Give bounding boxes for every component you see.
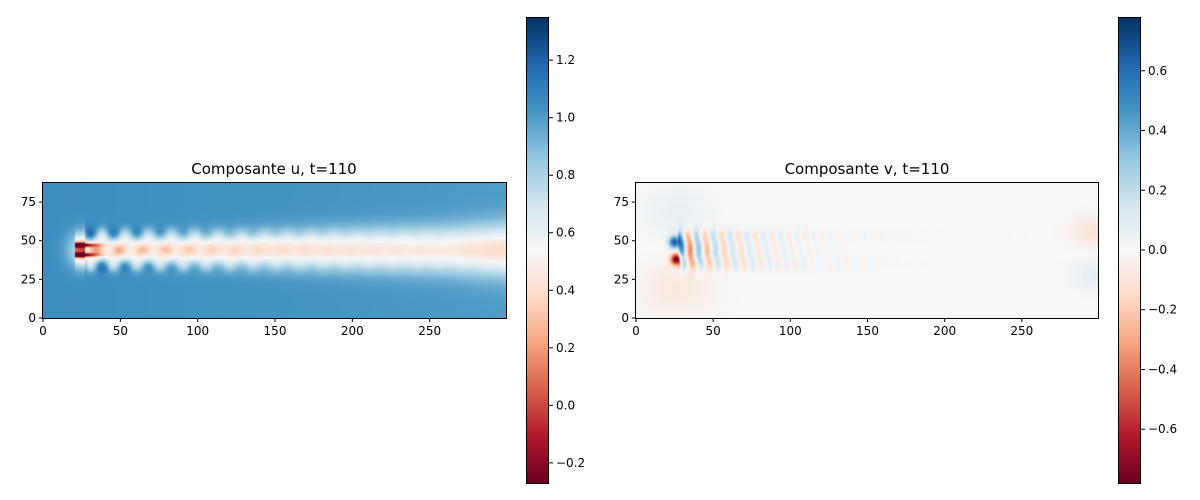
x-tick-label: 250 [418,324,441,338]
colorbar-tick-label: 0.6 [1148,64,1167,78]
x-tick-label: 150 [264,324,287,338]
y-tick-label: 50 [21,234,36,248]
y-axis-ticks-u: 0 25 50 75 [21,195,43,325]
y-tick-label: 25 [21,272,36,286]
colorbar-tick-label: 0.6 [556,226,575,240]
colorbar-tick-label: 0.2 [1148,183,1167,197]
x-tick-label: 100 [186,324,209,338]
x-tick-label: 0 [632,324,640,338]
x-tick-label: 200 [933,324,956,338]
heatmap-u [43,182,507,318]
y-tick-label: 25 [614,272,629,286]
y-tick-label: 0 [28,311,36,325]
colorbar-tick-label: 0.8 [556,168,575,182]
colorbar-tick-label: −0.2 [1148,303,1177,317]
x-axis-ticks-v: 0 50 100 150 200 250 [632,318,1033,338]
colorbar-v: −0.6 −0.4 −0.2 0.0 0.2 0.4 0.6 [1118,17,1177,484]
colorbar-v-frame [1118,17,1141,484]
colorbar-tick-label: −0.2 [556,456,585,470]
y-tick-label: 75 [21,195,36,209]
y-axis-ticks-v: 0 25 50 75 [614,195,636,325]
panel-v: Composante v, t=110 0 50 100 150 200 250 0 25 5… [614,160,1099,338]
x-tick-label: 250 [1010,324,1033,338]
x-tick-label: 0 [39,324,47,338]
colorbar-tick-label: 0.4 [556,283,575,297]
colorbar-tick-label: 1.2 [556,53,575,67]
chart-title-v: Composante v, t=110 [785,160,950,178]
colorbar-tick-label: 0.0 [1148,243,1167,257]
x-tick-label: 50 [113,324,128,338]
x-tick-label: 150 [856,324,879,338]
x-tick-label: 50 [706,324,721,338]
x-tick-label: 200 [341,324,364,338]
colorbar-tick-label: −0.6 [1148,422,1177,436]
y-tick-label: 75 [614,195,629,209]
panel-u: Composante u, t=110 0 50 100 150 200 250 0 25 5… [21,160,507,338]
y-tick-label: 0 [621,311,629,325]
y-tick-label: 50 [614,234,629,248]
colorbar-u-frame [526,17,549,484]
colorbar-u-gradient [527,17,549,483]
colorbar-tick-label: 0.2 [556,341,575,355]
colorbar-v-ticks: −0.6 −0.4 −0.2 0.0 0.2 0.4 0.6 [1141,64,1177,436]
colorbar-tick-label: 0.0 [556,398,575,412]
colorbar-tick-label: 1.0 [556,111,575,125]
colorbar-v-gradient [1119,17,1141,483]
heatmap-v [636,182,1099,318]
x-axis-ticks-u: 0 50 100 150 200 250 [39,318,441,338]
x-tick-label: 100 [779,324,802,338]
colorbar-tick-label: −0.4 [1148,362,1177,376]
colorbar-tick-label: 0.4 [1148,124,1167,138]
colorbar-u: −0.2 0.0 0.2 0.4 0.6 0.8 1.0 1.2 [526,17,585,484]
chart-title-u: Composante u, t=110 [191,160,356,178]
colorbar-u-ticks: −0.2 0.0 0.2 0.4 0.6 0.8 1.0 1.2 [549,53,585,470]
